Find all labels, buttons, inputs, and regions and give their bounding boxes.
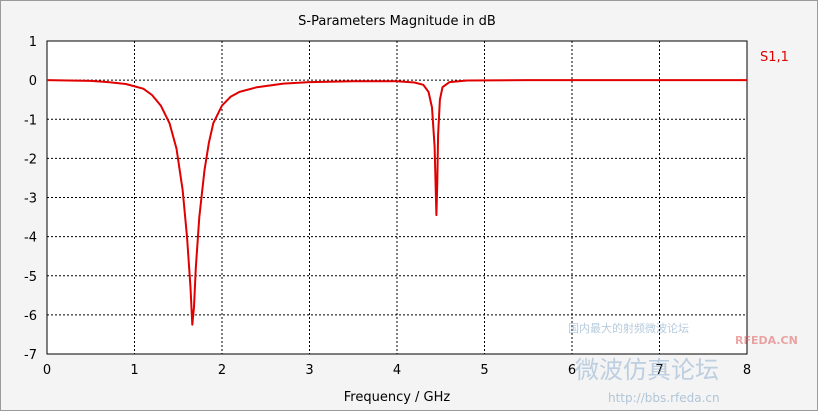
y-tick-label: 0: [29, 74, 37, 89]
y-tick-label: -2: [24, 152, 37, 167]
series-line-s11: [46, 79, 747, 326]
legend-entry-s11: S1,1: [760, 50, 789, 65]
chart-title: S-Parameters Magnitude in dB: [298, 14, 496, 29]
y-tick-label: -3: [24, 192, 37, 207]
y-tick-label: -5: [24, 270, 37, 285]
watermark-url: http://bbs.rfeda.cn: [608, 391, 720, 405]
x-tick-label: 1: [130, 363, 138, 378]
tick-labels: 0 1 2 3 4 5 6 7 8 1 0 -1 -2 -3 -4 -5 -6 -7: [24, 35, 751, 378]
x-axis-label: Frequency / GHz: [344, 390, 451, 405]
watermark-logo: RFEDA.CN: [735, 334, 798, 347]
y-tick-label: -1: [24, 113, 37, 128]
watermark: 国内最大的射频微波论坛 RFEDA.CN 微波仿真论坛 http://bbs.r…: [568, 321, 798, 405]
x-tick-label: 7: [655, 363, 663, 378]
watermark-tagline: 国内最大的射频微波论坛: [568, 321, 689, 335]
x-tick-label: 3: [305, 363, 313, 378]
x-tick-label: 6: [568, 363, 576, 378]
x-tick-label: 4: [393, 363, 401, 378]
y-tick-label: 1: [29, 35, 37, 50]
x-tick-label: 0: [43, 363, 51, 378]
x-tick-label: 8: [743, 363, 751, 378]
x-tick-label: 5: [480, 363, 488, 378]
series-layer: [46, 79, 747, 326]
y-tick-label: -7: [24, 348, 37, 363]
y-tick-label: -4: [24, 231, 37, 246]
watermark-name: 微波仿真论坛: [575, 356, 719, 384]
grid: [47, 41, 747, 354]
y-tick-label: -6: [24, 309, 37, 324]
x-tick-label: 2: [218, 363, 226, 378]
